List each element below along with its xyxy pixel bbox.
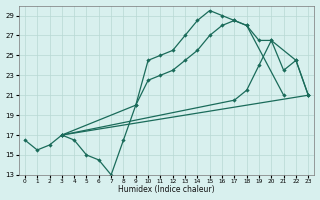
X-axis label: Humidex (Indice chaleur): Humidex (Indice chaleur) [118,185,215,194]
